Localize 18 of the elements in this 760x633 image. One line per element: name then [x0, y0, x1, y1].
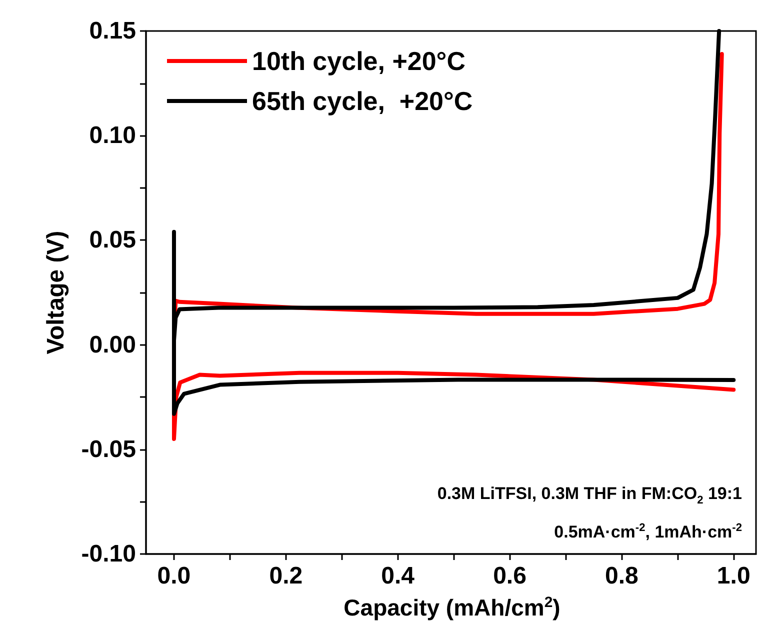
- x-tick-label: 0.6: [493, 562, 526, 590]
- y-tick-label: -0.05: [81, 436, 136, 463]
- y-tick-label: 0.15: [89, 18, 136, 44]
- legend-label: 65th cycle, +20°C: [252, 86, 473, 116]
- y-tick-label: 0.05: [89, 226, 136, 254]
- x-tick-label: 0.2: [269, 562, 303, 590]
- x-tick-label: 0.4: [381, 562, 416, 590]
- x-tick-label: 0.8: [605, 562, 638, 590]
- y-axis-title: Voltage (V): [42, 230, 70, 354]
- y-tick-label: 0.10: [89, 122, 136, 150]
- y-tick-label: 0.00: [89, 331, 136, 358]
- x-axis-title: Capacity (mAh/cm$^{2}$): [342, 594, 562, 622]
- annotation: 0.3M LiTFSI, 0.3M THF in FM:CO$_{2}$ 19:1: [437, 483, 742, 508]
- y-tick-label: -0.10: [81, 540, 136, 568]
- x-tick-label: 1.0: [716, 562, 750, 590]
- x-tick-label: 0.0: [157, 562, 191, 590]
- legend-label: 10th cycle, +20°C: [252, 46, 466, 76]
- annotation: 0.5mA·cm$^{-2}$, 1mAh·cm$^{-2}$: [553, 521, 742, 544]
